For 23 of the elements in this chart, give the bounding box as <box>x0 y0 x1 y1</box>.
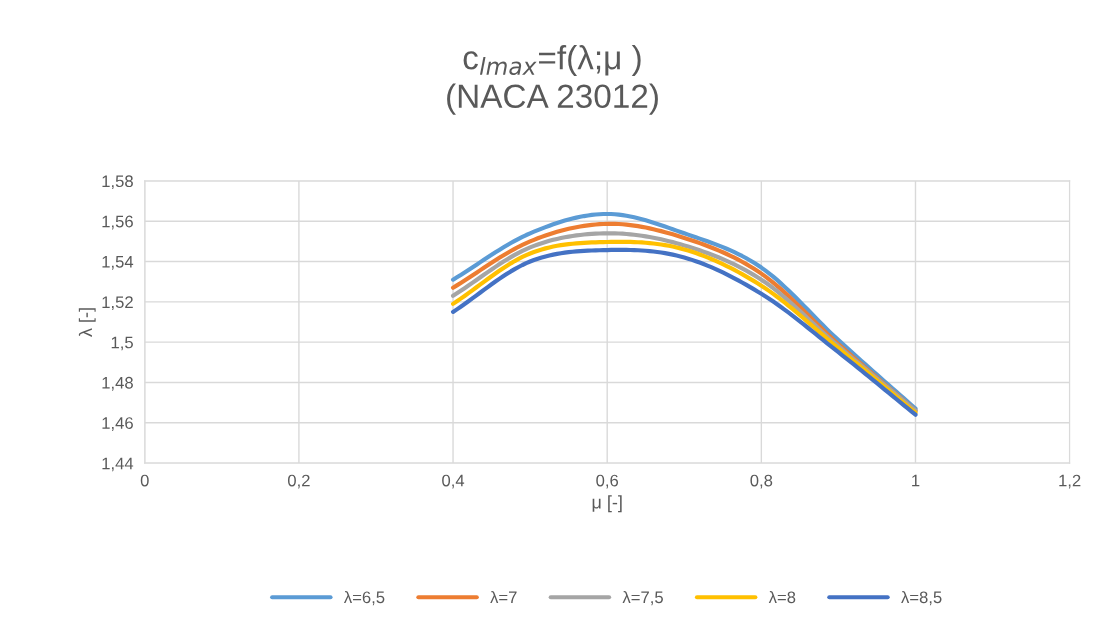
x-tick-label: 0,6 <box>596 474 619 489</box>
x-tick-label: 0,4 <box>442 474 465 489</box>
y-tick-label: 1,44 <box>102 457 134 472</box>
x-tick-label: 0,2 <box>287 474 310 489</box>
y-tick-label: 1,56 <box>102 215 133 230</box>
chart-title: c$_{lmax}$=f(λ;μ ) (NACA 23012) <box>447 45 658 115</box>
y-tick-label: 1,48 <box>102 376 133 391</box>
legend-label: λ=6,5 <box>343 590 385 606</box>
x-tick-label: 0,8 <box>750 474 773 489</box>
x-axis-title: μ [-] <box>592 495 622 513</box>
y-tick-label: 1,54 <box>102 256 134 270</box>
legend-label: λ=8 <box>768 590 796 604</box>
x-tick-label: 1 <box>912 474 920 487</box>
x-tick-label: 0 <box>140 474 149 487</box>
legend-label: λ=7 <box>490 590 517 604</box>
y-tick-label: 1,58 <box>102 175 133 190</box>
legend-label: λ=8,5 <box>901 590 942 606</box>
x-tick-label: 1,2 <box>1059 474 1081 489</box>
y-axis-title: λ [-] <box>78 308 96 337</box>
legend-label: λ=7,5 <box>622 590 663 606</box>
y-tick-label: 1,5 <box>111 336 133 351</box>
y-tick-label: 1,52 <box>102 296 133 311</box>
y-tick-label: 1,46 <box>102 417 133 431</box>
